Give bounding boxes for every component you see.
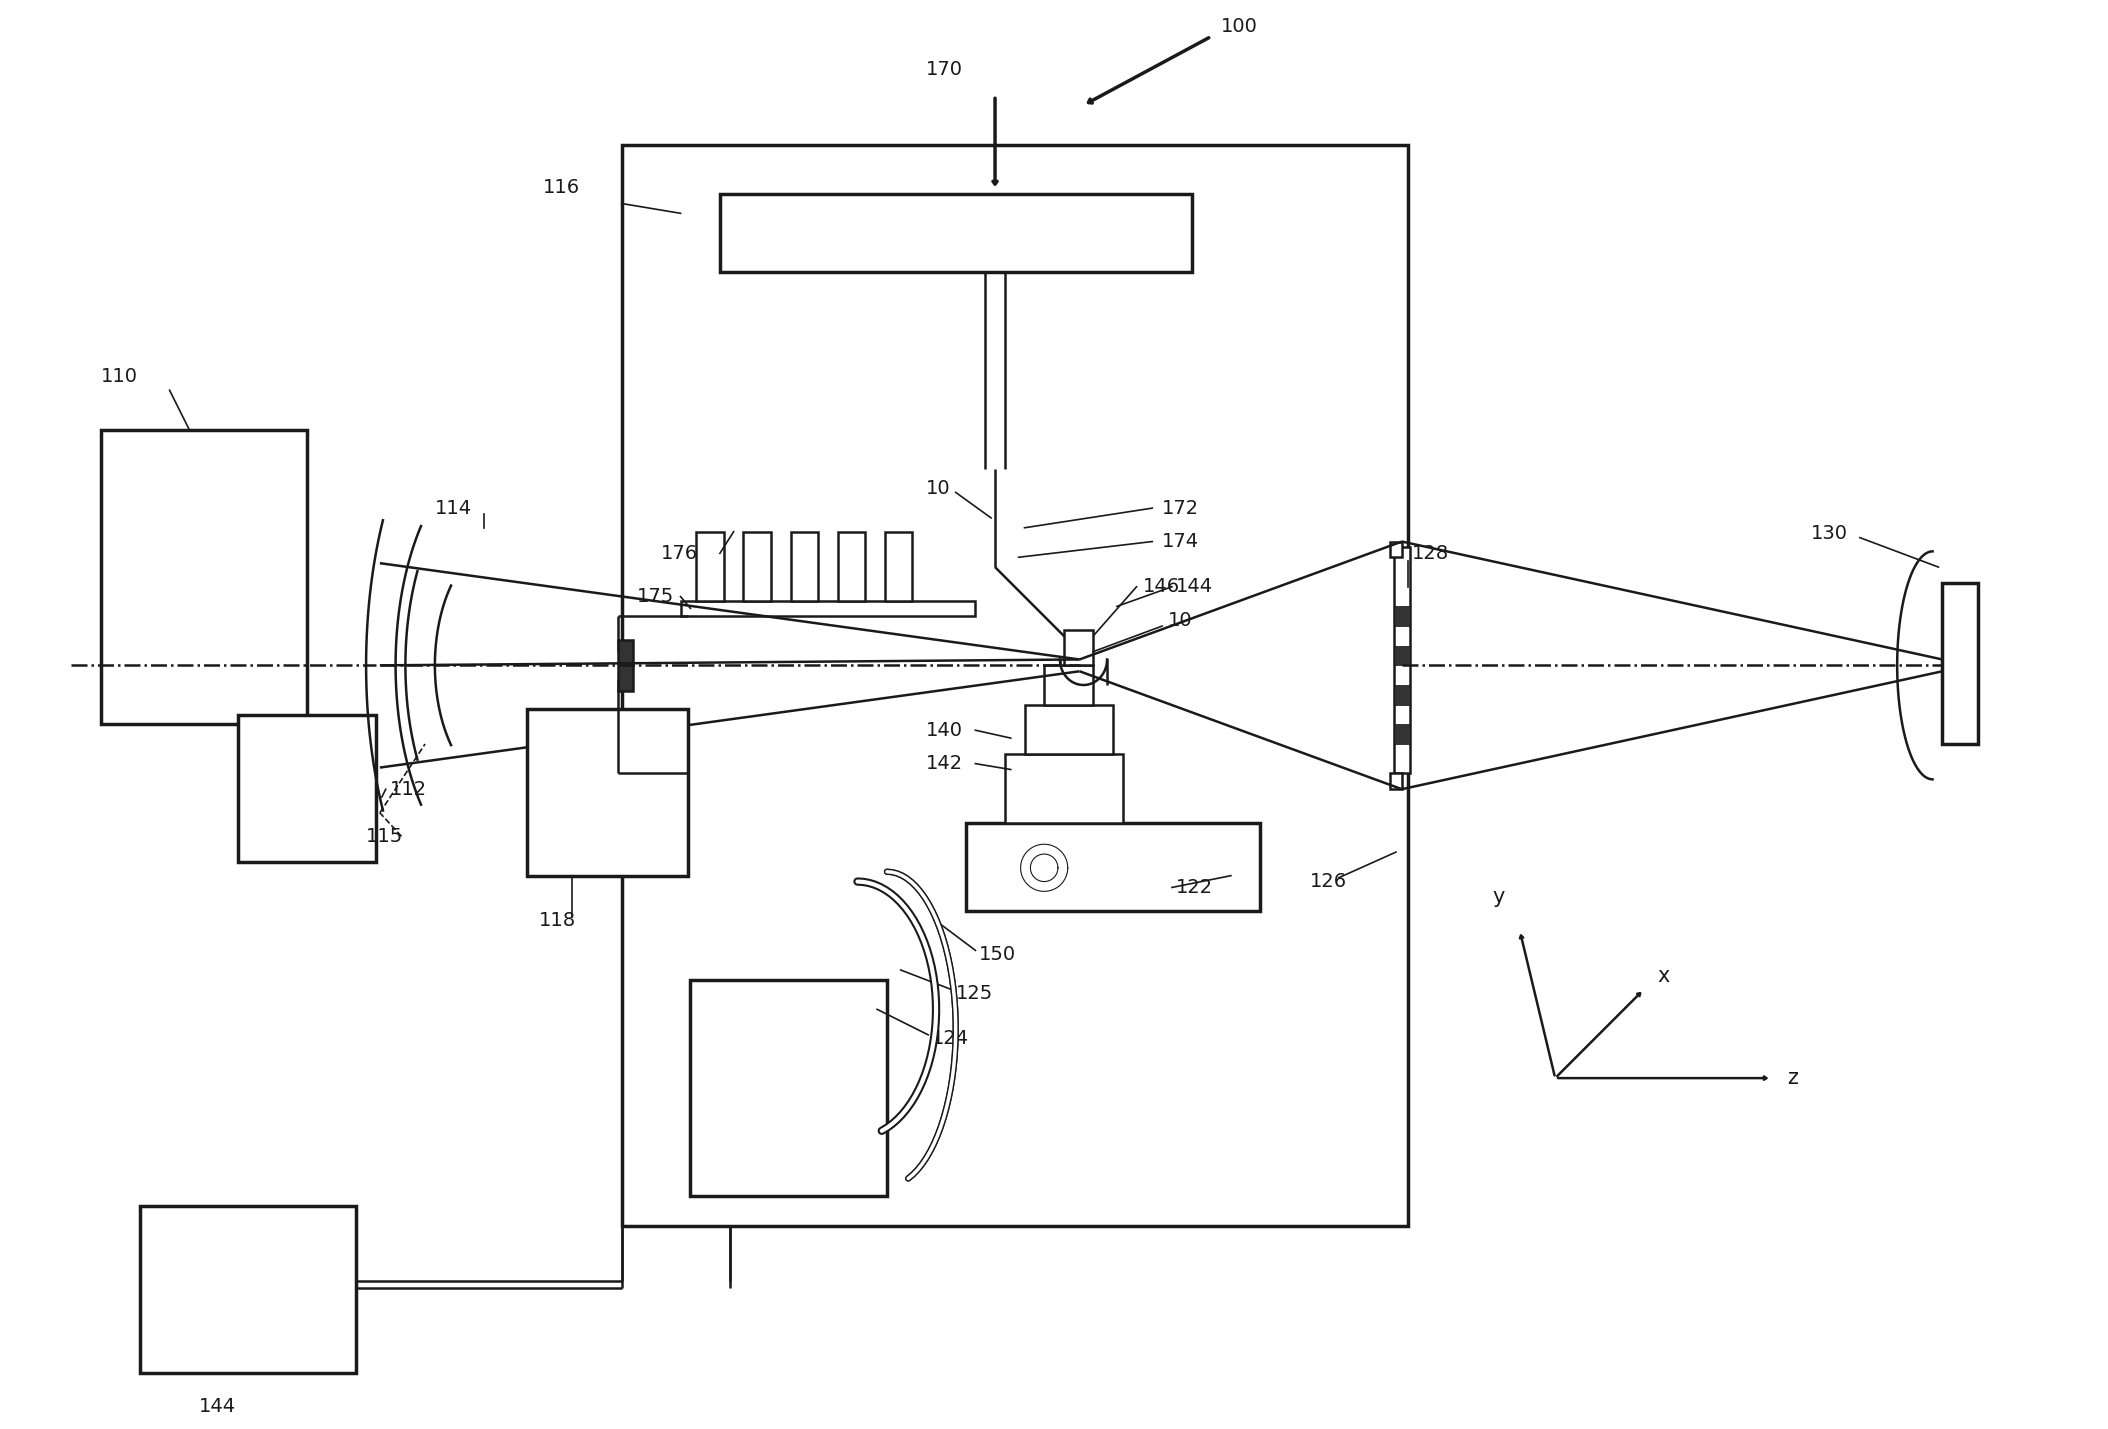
Bar (719, 194, 1191, 273)
Text: 100: 100 (1221, 17, 1258, 36)
Bar (885, 532, 913, 600)
Bar (1941, 583, 1977, 745)
Text: 124: 124 (932, 1029, 970, 1049)
Bar (1393, 725, 1410, 745)
Text: 175: 175 (637, 587, 675, 606)
Bar (837, 532, 864, 600)
Bar (1006, 755, 1124, 823)
Text: 176: 176 (662, 544, 698, 563)
Bar (101, 430, 308, 725)
Text: 130: 130 (1811, 524, 1849, 543)
Text: y: y (1492, 887, 1505, 907)
Bar (744, 532, 772, 600)
Text: 116: 116 (544, 179, 580, 197)
Text: 118: 118 (540, 912, 575, 930)
Bar (238, 714, 375, 862)
Bar (1393, 547, 1410, 773)
Text: 10: 10 (1168, 610, 1193, 630)
Text: 10: 10 (925, 479, 951, 497)
Bar (618, 640, 632, 690)
Bar (790, 532, 818, 600)
Text: 110: 110 (101, 367, 137, 386)
Text: 112: 112 (390, 780, 426, 799)
Text: 172: 172 (1162, 499, 1199, 517)
Text: 114: 114 (434, 499, 472, 517)
Text: 150: 150 (980, 945, 1016, 963)
Bar (1393, 684, 1410, 704)
Bar (139, 1206, 356, 1373)
Text: z: z (1788, 1067, 1798, 1087)
Text: 128: 128 (1412, 544, 1448, 563)
Text: 140: 140 (925, 720, 963, 740)
Text: 142: 142 (925, 755, 963, 773)
Text: 144: 144 (1176, 577, 1212, 596)
Bar (622, 144, 1408, 1226)
Text: 115: 115 (367, 827, 403, 846)
Bar (1393, 646, 1410, 666)
Bar (1389, 773, 1402, 789)
Text: 144: 144 (198, 1396, 236, 1416)
Text: 126: 126 (1309, 872, 1347, 892)
Text: 125: 125 (955, 985, 993, 1003)
Bar (1389, 542, 1402, 557)
Bar (965, 823, 1261, 912)
Bar (527, 709, 689, 876)
Bar (681, 600, 976, 616)
Bar (1393, 606, 1410, 626)
Text: x: x (1657, 966, 1670, 986)
Bar (1043, 666, 1094, 704)
Text: 170: 170 (925, 60, 963, 80)
Text: 174: 174 (1162, 532, 1199, 552)
Bar (1065, 630, 1094, 666)
Bar (691, 980, 887, 1196)
Text: 146: 146 (1143, 577, 1180, 596)
Bar (696, 532, 723, 600)
Text: 122: 122 (1176, 877, 1212, 897)
Bar (1024, 704, 1113, 755)
